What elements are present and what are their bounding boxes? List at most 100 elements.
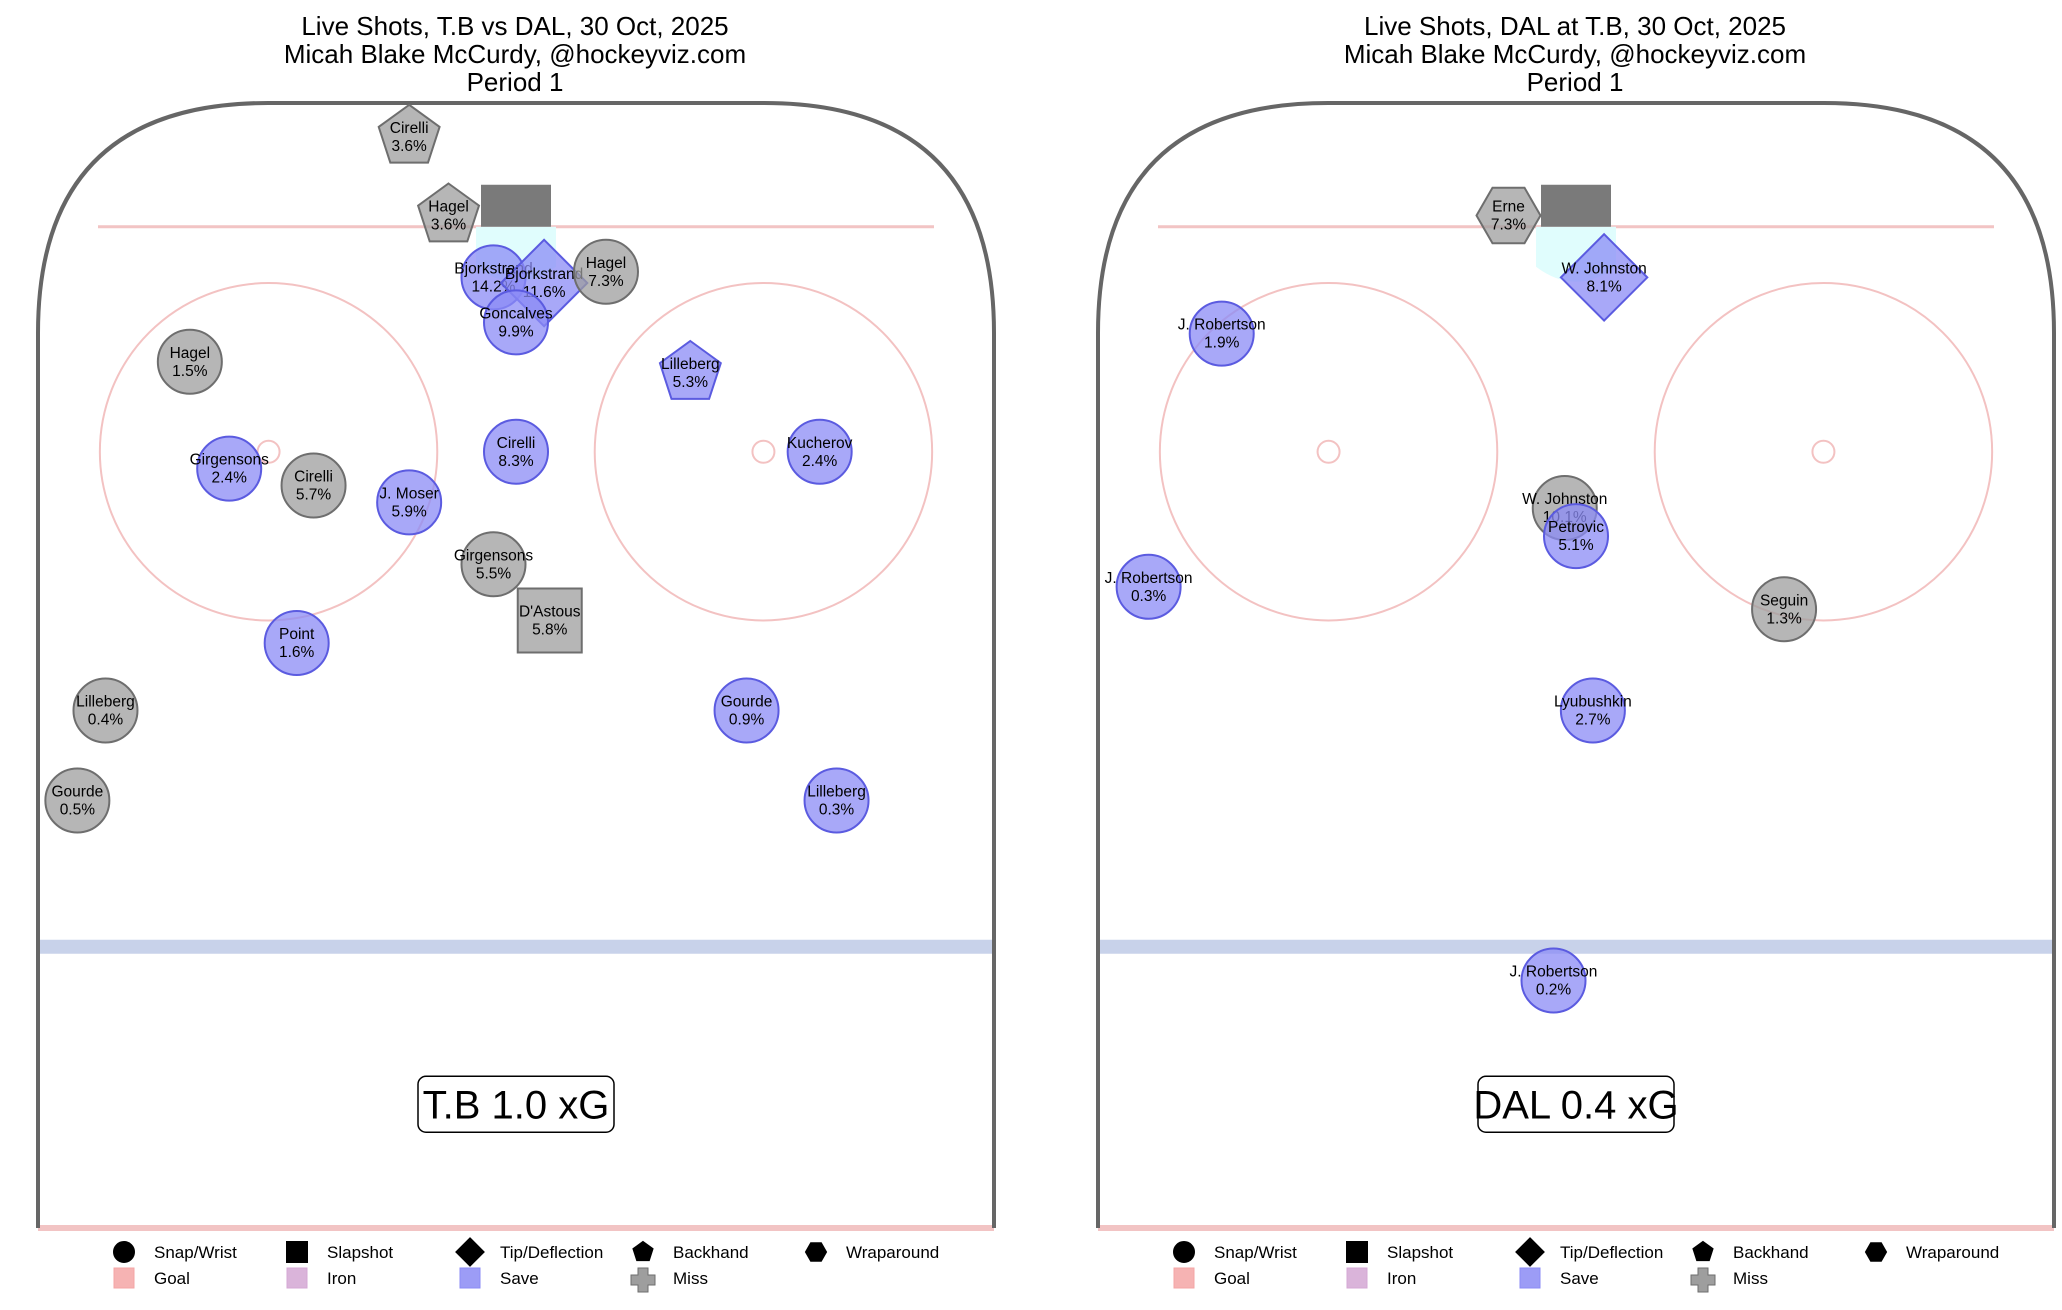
- shot-player-label: Lilleberg: [807, 784, 866, 801]
- shot-marker-shape: [280, 452, 347, 519]
- shot-xg-label: 0.4%: [88, 712, 124, 729]
- shot-xg-label: 0.9%: [729, 712, 765, 729]
- shot-player-label: Gourde: [52, 784, 104, 801]
- shot-player-label: Cirelli: [497, 435, 536, 452]
- shot-marker-shape: [1188, 300, 1255, 367]
- shot-marker-shape: [1520, 947, 1587, 1014]
- xg-box: [417, 1075, 615, 1133]
- shot-xg-label: 5.9%: [391, 503, 427, 520]
- legend-hexagon-marker: [804, 1242, 828, 1262]
- legend-pentagon-marker: [1692, 1240, 1714, 1262]
- shot-marker-shape: [483, 418, 549, 485]
- chart-title-line: Micah Blake McCurdy, @hockeyviz.com: [1344, 39, 1806, 69]
- faceoff-dot: [1316, 439, 1341, 464]
- shot-marker-shape: [196, 435, 263, 502]
- rink-panel-1: Live Shots, T.B vs DAL, 30 Oct, 2025Mica…: [36, 11, 996, 1293]
- shot-marker-shape: [516, 587, 583, 654]
- shot-xg-label: 7.3%: [588, 273, 624, 290]
- shot-player-label: Cirelli: [294, 469, 333, 486]
- shot-xg-label: 5.8%: [532, 622, 568, 639]
- legend-pentagon-marker: [632, 1240, 654, 1262]
- shot-player-label: J. Moser: [379, 485, 438, 502]
- shot-player-label: J. Robertson: [1105, 570, 1193, 587]
- faceoff-dot: [1811, 439, 1836, 464]
- legend-shape-label: Snap/Wrist: [1214, 1243, 1297, 1262]
- legend-shape-label: Snap/Wrist: [154, 1243, 237, 1262]
- legend-save-marker: [459, 1267, 481, 1289]
- blue-line: [1098, 939, 2054, 954]
- xg-label: T.B 1.0 xG: [423, 1083, 610, 1127]
- shot-xg-label: 5.1%: [1558, 537, 1594, 554]
- shot-xg-label: 0.3%: [1131, 588, 1167, 605]
- legend-goal-marker: [1173, 1267, 1195, 1289]
- legend-result-label: Iron: [1387, 1269, 1416, 1288]
- shot-player-label: Kucherov: [787, 435, 853, 452]
- shot-xg-label: 3.6%: [391, 138, 427, 155]
- shot-xg-label: 0.2%: [1536, 982, 1572, 999]
- legend-result-label: Miss: [1733, 1269, 1768, 1288]
- blue-line: [38, 939, 994, 954]
- legend-shape-label: Wraparound: [846, 1243, 939, 1262]
- legend-result-label: Save: [1560, 1269, 1599, 1288]
- legend-iron-marker: [1346, 1267, 1368, 1289]
- legend-result-label: Save: [500, 1269, 539, 1288]
- legend-result-label: Goal: [154, 1269, 190, 1288]
- shot-player-label: Goncalves: [479, 305, 552, 322]
- shot-xg-label: 5.7%: [296, 487, 332, 504]
- shot-xg-label: 5.5%: [476, 565, 512, 582]
- shot-xg-label: 5.3%: [673, 374, 709, 391]
- legend-miss-marker: [630, 1267, 656, 1293]
- legend-square-marker: [1346, 1241, 1368, 1263]
- xg-label: DAL 0.4 xG: [1473, 1083, 1678, 1127]
- shot-player-label: D'Astous: [519, 604, 581, 621]
- shot-marker-shape: [1543, 503, 1609, 570]
- legend-circle-marker: [1173, 1241, 1195, 1263]
- faceoff-circle: [98, 282, 439, 622]
- shot-player-label: Hagel: [170, 345, 211, 362]
- shot-marker-shape: [376, 469, 443, 536]
- legend-shape-label: Tip/Deflection: [500, 1243, 603, 1262]
- chart-title-line: Period 1: [467, 67, 564, 97]
- chart-title-line: Micah Blake McCurdy, @hockeyviz.com: [284, 39, 746, 69]
- shot-marker-shape: [72, 677, 139, 744]
- legend-save-marker: [1519, 1267, 1541, 1289]
- shot-player-label: J. Robertson: [1510, 964, 1598, 981]
- shot-marker-shape: [786, 418, 853, 485]
- shot-xg-label: 2.4%: [212, 470, 248, 487]
- shot-marker-shape: [460, 531, 527, 598]
- legend-goal-marker: [113, 1267, 135, 1289]
- shot-marker-shape: [1559, 677, 1626, 744]
- legend: Snap/Wrist Slapshot Tip/Deflection Backhand…: [113, 1237, 939, 1293]
- shot-player-label: Girgensons: [454, 547, 534, 564]
- shot-player-label: Lyubushkin: [1554, 694, 1632, 711]
- shot-player-label: W. Johnston: [1561, 260, 1646, 277]
- legend-square-marker: [286, 1241, 308, 1263]
- shot-player-label: Petrovic: [1548, 519, 1604, 536]
- shot-marker-shape: [263, 610, 330, 676]
- shot-player-label: Erne: [1492, 199, 1525, 216]
- legend-shape-label: Backhand: [1733, 1243, 1809, 1262]
- legend-shape-label: Backhand: [673, 1243, 749, 1262]
- shot-xg-label: 1.6%: [279, 644, 315, 661]
- chart-title-line: Live Shots, T.B vs DAL, 30 Oct, 2025: [301, 11, 728, 41]
- legend-diamond-marker: [455, 1237, 485, 1267]
- legend-hexagon-marker: [1864, 1242, 1888, 1262]
- legend-diamond-marker: [1515, 1237, 1545, 1267]
- shot-marker-shape: [483, 289, 549, 356]
